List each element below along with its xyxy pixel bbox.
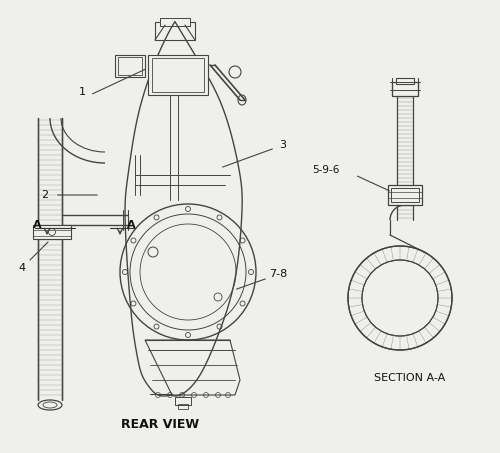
Bar	[152, 58, 204, 92]
Text: 1: 1	[78, 87, 86, 97]
Text: A: A	[32, 220, 42, 230]
Text: 5-9-6: 5-9-6	[312, 165, 340, 175]
Bar	[148, 55, 208, 95]
Text: 7-8: 7-8	[269, 269, 287, 279]
Bar	[155, 22, 195, 40]
Polygon shape	[145, 340, 240, 395]
Text: 4: 4	[18, 263, 26, 273]
Bar	[160, 18, 190, 26]
Bar	[118, 57, 142, 75]
Text: SECTION A-A: SECTION A-A	[374, 373, 446, 383]
Bar	[175, 397, 191, 405]
Bar	[178, 404, 188, 409]
Bar	[392, 82, 418, 96]
Bar	[115, 55, 145, 77]
Text: 3: 3	[280, 140, 286, 150]
Bar	[391, 188, 419, 202]
Bar	[396, 78, 414, 84]
Bar	[388, 185, 422, 205]
Bar	[33, 225, 71, 239]
Text: A: A	[126, 220, 136, 230]
Text: 2: 2	[42, 190, 48, 200]
Text: REAR VIEW: REAR VIEW	[121, 419, 199, 432]
